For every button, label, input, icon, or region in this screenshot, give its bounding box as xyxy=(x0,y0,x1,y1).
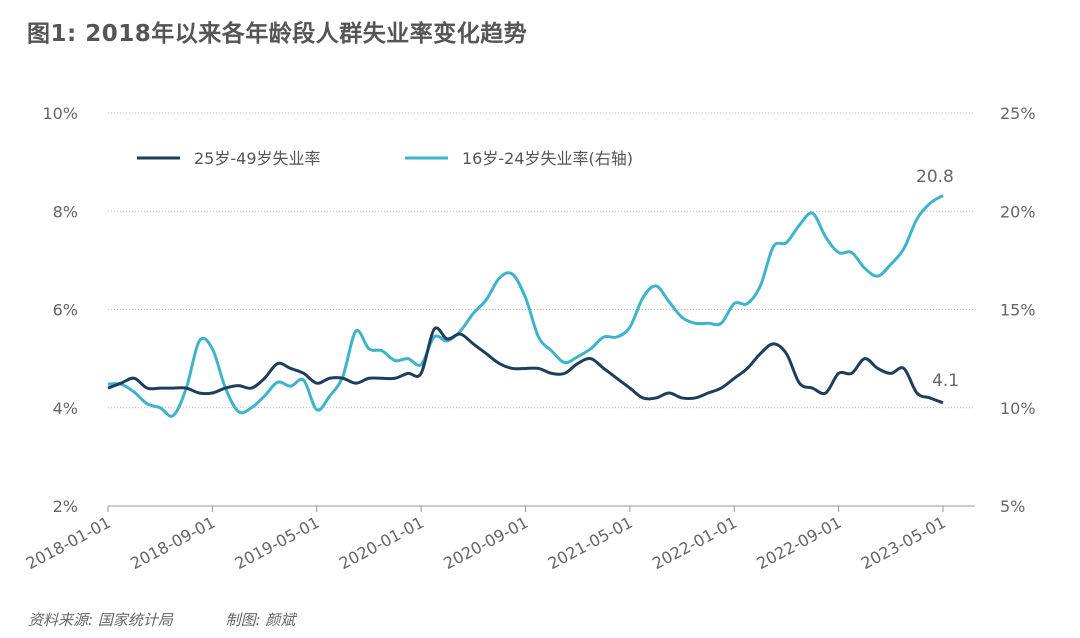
y-right-tick-label: 15% xyxy=(1000,301,1036,320)
x-tick-label: 2023-05-01 xyxy=(858,513,949,573)
y-right-tick-label: 25% xyxy=(1000,104,1036,123)
footer: 资料来源: 国家统计局 制图: 颜斌 xyxy=(28,609,343,630)
x-tick-label: 2020-09-01 xyxy=(440,513,531,573)
y-left-tick-label: 6% xyxy=(53,301,78,320)
x-tick-label: 2022-09-01 xyxy=(753,513,844,573)
y-left-tick-label: 10% xyxy=(42,104,78,123)
x-tick-label: 2018-09-01 xyxy=(127,513,218,573)
end-label-25-49: 4.1 xyxy=(932,371,959,391)
x-tick-label: 2022-01-01 xyxy=(649,513,740,573)
series-line-16-24 xyxy=(107,194,944,418)
series-line-25-49 xyxy=(107,326,944,405)
x-tick-label: 2021-05-01 xyxy=(545,513,636,573)
legend-label-16-24: 16岁-24岁失业率(右轴) xyxy=(462,149,633,168)
y-left-tick-label: 4% xyxy=(53,399,78,418)
chart-title: 图1: 2018年以来各年龄段人群失业率变化趋势 xyxy=(27,21,528,47)
source-note: 资料来源: 国家统计局 xyxy=(28,611,173,629)
author-note: 制图: 颜斌 xyxy=(225,611,296,629)
y-right-tick-label: 5% xyxy=(1000,497,1025,516)
y-right-tick-label: 10% xyxy=(1000,399,1036,418)
y-right-tick-label: 20% xyxy=(1000,202,1036,221)
legend-label-25-49: 25岁-49岁失业率 xyxy=(194,149,321,168)
x-tick-label: 2019-05-01 xyxy=(232,513,323,573)
x-tick-label: 2018-01-01 xyxy=(23,513,114,573)
y-left-tick-label: 8% xyxy=(53,202,78,221)
y-left-tick-label: 2% xyxy=(53,497,78,516)
end-label-16-24: 20.8 xyxy=(916,167,954,187)
x-tick-label: 2020-01-01 xyxy=(336,513,427,573)
